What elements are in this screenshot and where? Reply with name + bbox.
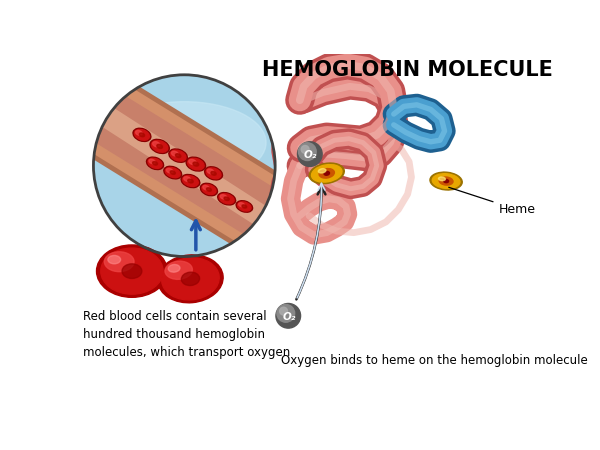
Ellipse shape bbox=[224, 197, 229, 201]
Ellipse shape bbox=[430, 172, 462, 190]
Ellipse shape bbox=[188, 179, 193, 183]
Ellipse shape bbox=[166, 167, 180, 178]
Ellipse shape bbox=[170, 171, 175, 174]
Ellipse shape bbox=[207, 169, 214, 174]
Ellipse shape bbox=[220, 195, 227, 199]
Text: HEMOGLOBIN MOLECULE: HEMOGLOBIN MOLECULE bbox=[262, 60, 553, 80]
Ellipse shape bbox=[134, 130, 149, 140]
Ellipse shape bbox=[139, 133, 145, 137]
Text: O₂: O₂ bbox=[282, 312, 296, 322]
Ellipse shape bbox=[133, 128, 151, 141]
Circle shape bbox=[277, 305, 295, 322]
Ellipse shape bbox=[189, 159, 196, 165]
Ellipse shape bbox=[219, 194, 234, 204]
Ellipse shape bbox=[184, 177, 191, 181]
Circle shape bbox=[301, 145, 309, 153]
Text: O₂: O₂ bbox=[304, 150, 317, 160]
Text: Heme: Heme bbox=[449, 187, 535, 216]
Ellipse shape bbox=[169, 149, 187, 162]
Ellipse shape bbox=[202, 184, 216, 194]
Ellipse shape bbox=[148, 158, 162, 168]
Ellipse shape bbox=[200, 183, 217, 196]
Ellipse shape bbox=[206, 188, 211, 191]
Ellipse shape bbox=[242, 205, 247, 208]
Ellipse shape bbox=[309, 163, 344, 184]
Ellipse shape bbox=[181, 175, 200, 188]
Circle shape bbox=[91, 72, 278, 260]
Circle shape bbox=[276, 303, 301, 328]
Ellipse shape bbox=[151, 140, 168, 152]
Text: Oxygen binds to heme on the hemoglobin molecule: Oxygen binds to heme on the hemoglobin m… bbox=[281, 354, 587, 367]
Ellipse shape bbox=[103, 102, 266, 184]
Ellipse shape bbox=[206, 168, 221, 179]
Ellipse shape bbox=[186, 157, 206, 171]
Ellipse shape bbox=[319, 169, 334, 178]
Circle shape bbox=[280, 307, 287, 315]
Ellipse shape bbox=[164, 166, 182, 179]
Ellipse shape bbox=[152, 142, 160, 147]
Ellipse shape bbox=[108, 256, 121, 264]
Ellipse shape bbox=[443, 180, 449, 183]
Ellipse shape bbox=[97, 245, 167, 297]
Ellipse shape bbox=[236, 201, 253, 212]
Text: Red blood cells contain several
hundred thousand hemoglobin
molecules, which tra: Red blood cells contain several hundred … bbox=[83, 310, 290, 359]
Ellipse shape bbox=[193, 162, 199, 166]
Ellipse shape bbox=[182, 176, 199, 186]
Ellipse shape bbox=[218, 193, 236, 205]
Ellipse shape bbox=[162, 258, 219, 300]
Ellipse shape bbox=[170, 150, 186, 161]
Circle shape bbox=[298, 142, 322, 166]
Ellipse shape bbox=[238, 202, 251, 211]
Ellipse shape bbox=[439, 177, 445, 181]
Ellipse shape bbox=[168, 265, 180, 272]
Ellipse shape bbox=[157, 144, 163, 149]
Ellipse shape bbox=[181, 272, 200, 286]
Ellipse shape bbox=[311, 165, 342, 182]
Circle shape bbox=[94, 75, 275, 256]
Ellipse shape bbox=[101, 248, 163, 294]
Ellipse shape bbox=[150, 140, 169, 153]
Ellipse shape bbox=[211, 171, 216, 175]
Ellipse shape bbox=[158, 255, 223, 303]
Ellipse shape bbox=[152, 162, 158, 165]
Ellipse shape bbox=[166, 168, 173, 173]
Ellipse shape bbox=[239, 202, 245, 207]
Ellipse shape bbox=[175, 154, 181, 157]
Ellipse shape bbox=[188, 158, 204, 170]
Ellipse shape bbox=[136, 130, 142, 135]
Ellipse shape bbox=[122, 264, 142, 279]
Ellipse shape bbox=[146, 157, 164, 170]
Ellipse shape bbox=[319, 169, 326, 173]
Circle shape bbox=[298, 143, 316, 161]
Ellipse shape bbox=[324, 171, 329, 175]
Ellipse shape bbox=[172, 151, 178, 156]
Ellipse shape bbox=[205, 167, 223, 180]
Ellipse shape bbox=[104, 252, 134, 272]
Ellipse shape bbox=[439, 177, 453, 185]
Ellipse shape bbox=[203, 185, 209, 190]
Ellipse shape bbox=[432, 174, 460, 189]
Ellipse shape bbox=[149, 159, 155, 164]
Ellipse shape bbox=[165, 261, 193, 279]
